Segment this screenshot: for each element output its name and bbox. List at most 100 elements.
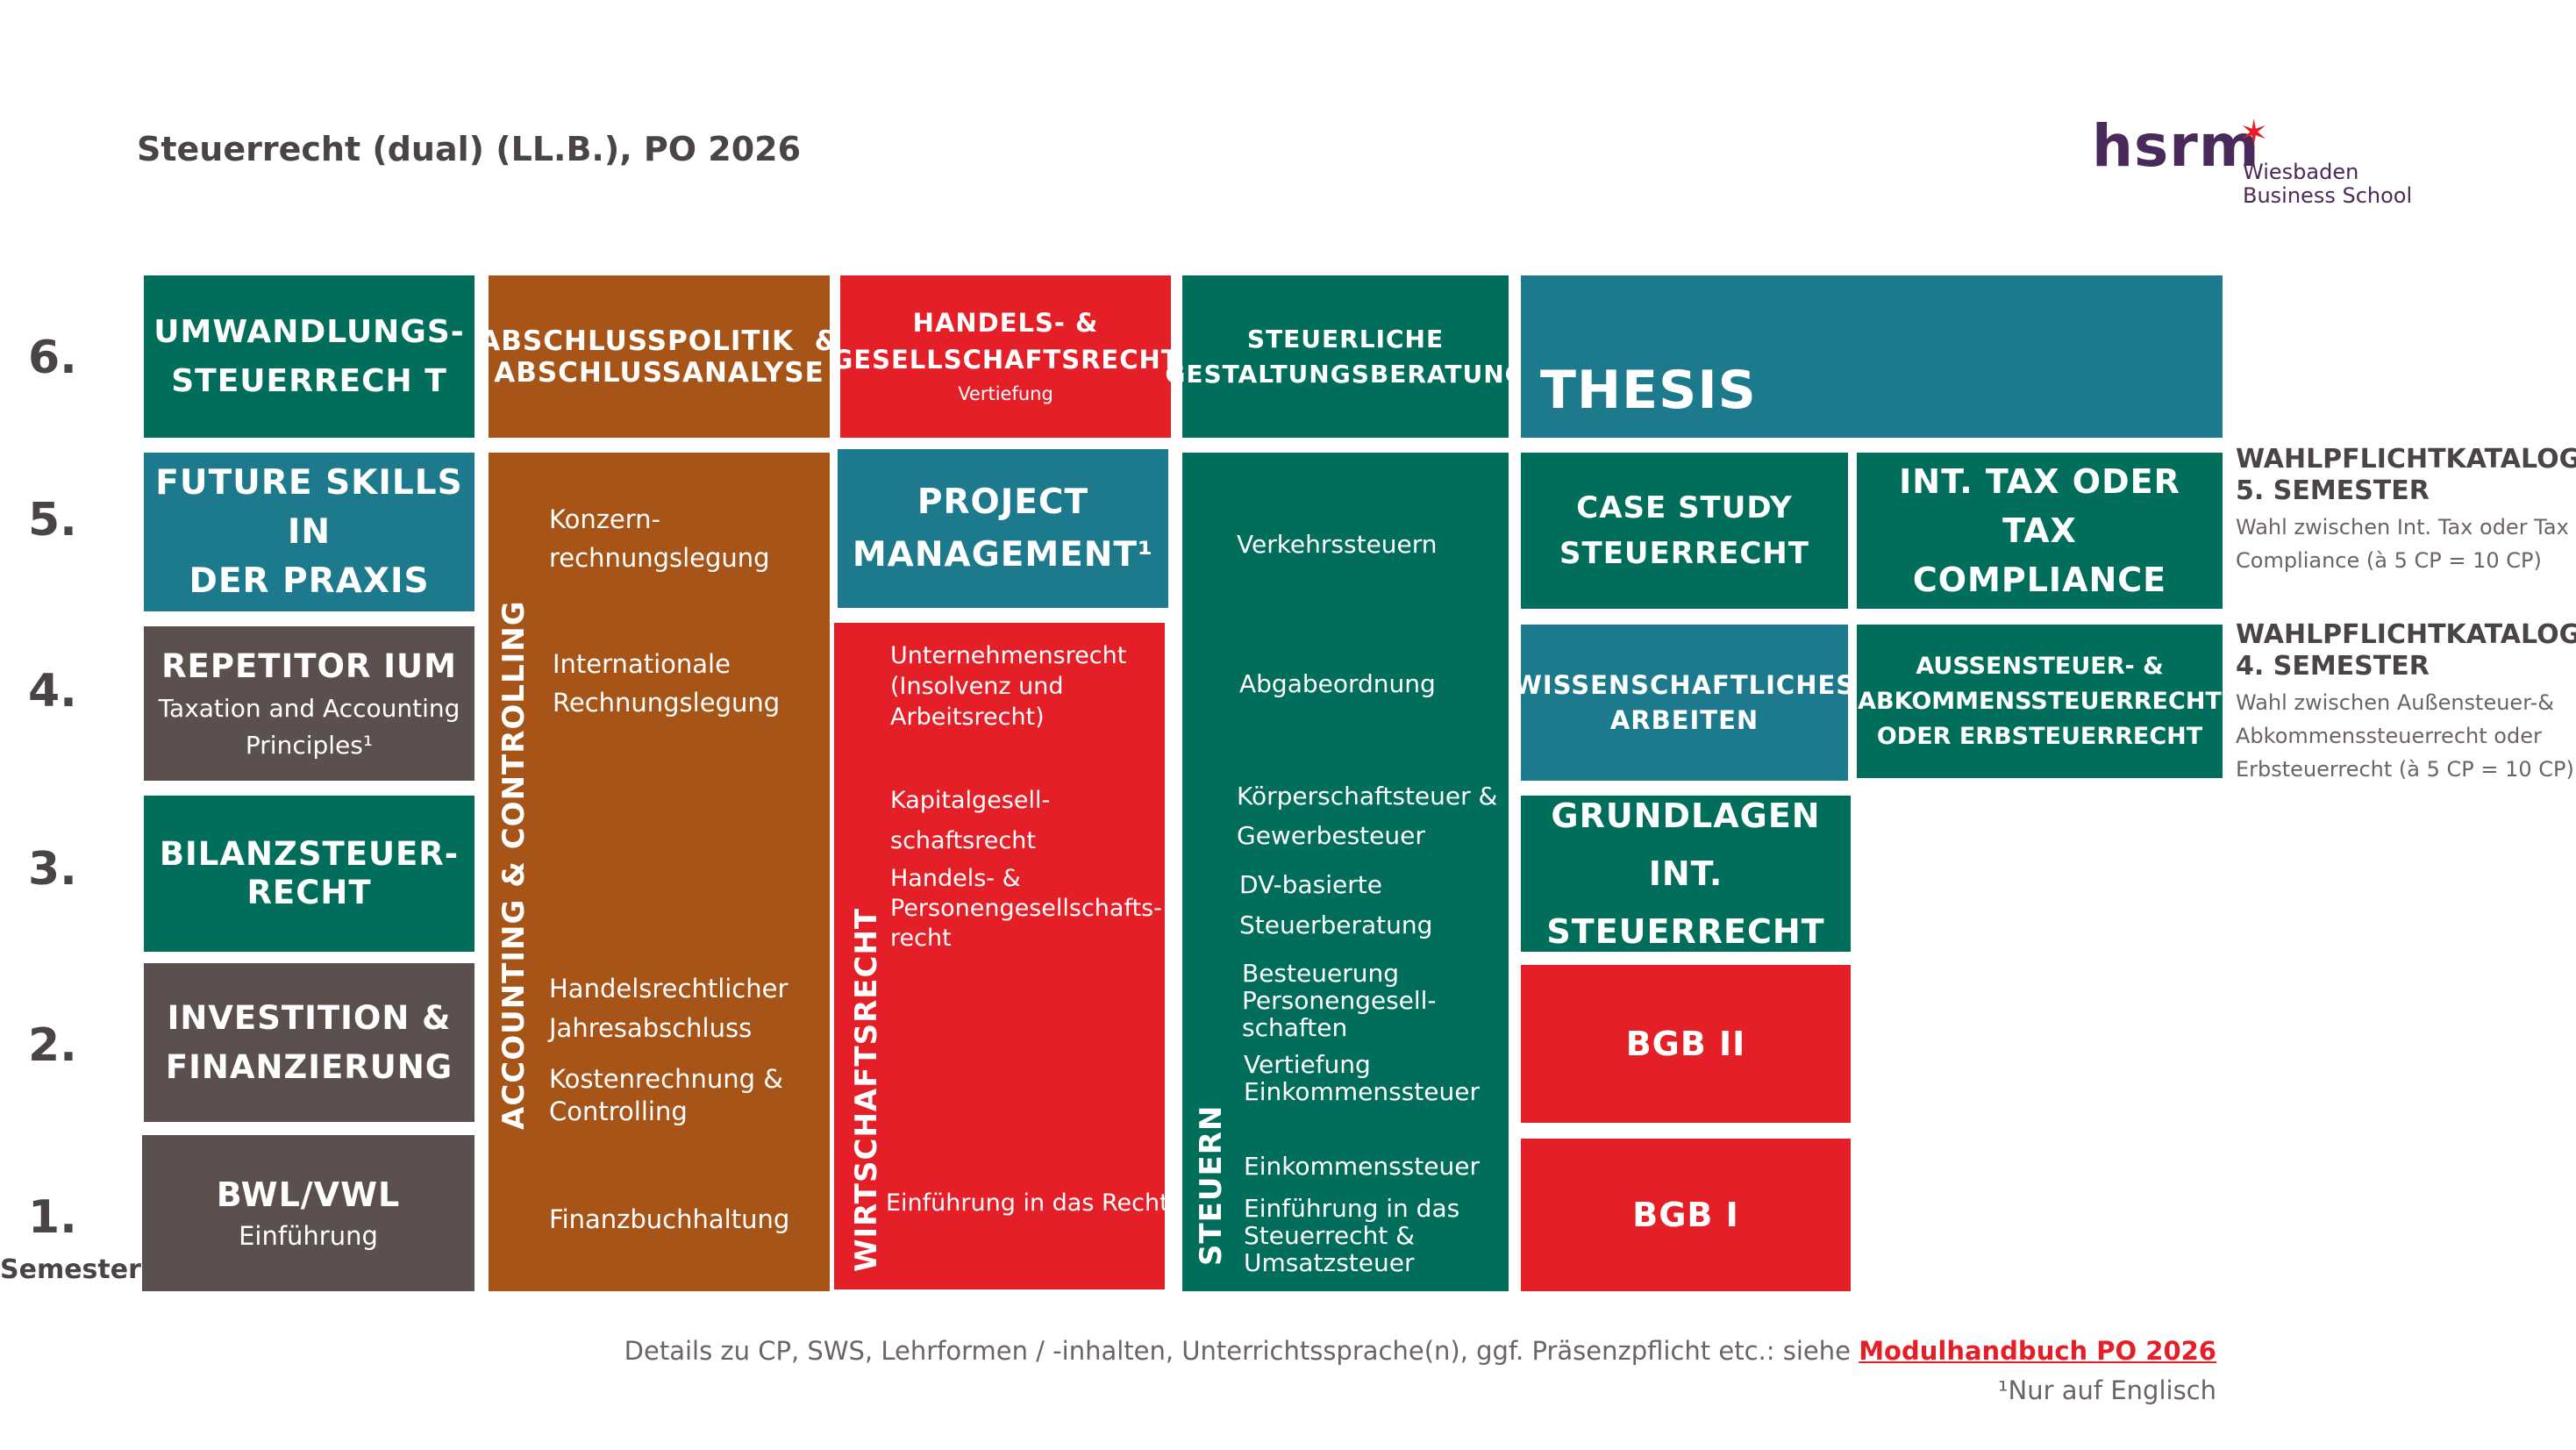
thesis-title: THESIS [1540,360,1757,421]
course-line: Rechnungslegung [553,688,781,718]
modulhandbuch-link[interactable]: Modulhandbuch PO 2026 [1859,1336,2216,1366]
course-line: Konzern- [549,504,661,534]
course-line: Unternehmensrecht [890,642,1127,669]
page-title: Steuerrecht (dual) (LL.B.), PO 2026 [137,130,802,168]
course-dv-steuerberatung: DV-basierte Steuerberatung [1239,865,1432,946]
course-line: Steuerrecht & [1244,1221,1415,1250]
wahlpflicht-4-title: WAHLPFLICHTKATALOGE [2236,619,2576,650]
module-project-management: PROJECT MANAGEMENT¹ [838,449,1168,608]
area-wirtschaftsrecht [834,623,1165,1289]
logo-sub-1: Wiesbaden [2243,160,2359,184]
vertical-label-accounting: ACCOUNTING & CONTROLLING [496,600,532,1130]
course-line: Gewerbesteuer [1237,821,1425,850]
module-subtitle: Principles¹ [245,731,374,760]
semester-1: 1. [28,1191,77,1244]
hsrm-logo: hsrm ✶ Wiesbaden Business School [2092,112,2425,209]
wahlpflicht-5-title: WAHLPFLICHTKATALOGE [2236,444,2576,475]
module-title: COMPLIANCE [1912,561,2167,599]
wahlpflicht-4-text: Erbsteuerrecht (à 5 CP = 10 CP) [2236,757,2574,782]
course-unternehmensrecht: Unternehmensrecht (Insolvenz und Arbeits… [890,640,1126,732]
module-title: RECHT [246,874,372,911]
module-handels-gesellschaftsrecht: HANDELS- & GESELLSCHAFTSRECHT Vertiefung [831,275,1179,438]
footer-details-text: Details zu CP, SWS, Lehrformen / -inhalt… [624,1336,1851,1366]
module-title: DER PRAXIS [189,561,430,601]
course-einfuehrung-recht: Einführung in das Recht [886,1189,1169,1217]
course-line: Kapitalgesell- [890,787,1051,814]
course-line: Körperschaftsteuer & [1237,782,1498,811]
course-line: Kostenrechnung & [549,1064,783,1094]
module-title: GRUNDLAGEN INT. [1551,796,1821,893]
course-line: Internationale [553,649,731,679]
module-bgb-2: BGB II [1521,965,1851,1123]
area-accounting-controlling [489,453,830,1291]
wahlpflicht-5-title: 5. SEMESTER [2236,475,2430,506]
course-einfuehrung-steuerrecht: Einführung in das Steuerrecht & Umsatzst… [1244,1195,1459,1276]
wahlpflicht-5-text: Wahl zwischen Int. Tax oder Tax [2236,515,2569,539]
module-aussensteuerrecht: AUSSENSTEUER- & ABKOMMENSSTEUERRECHT ODE… [1857,625,2223,778]
module-title: STEUERRECHT [1546,912,1825,951]
module-subtitle: Einführung [239,1221,378,1251]
wahlpflicht-5-text: Compliance (à 5 CP = 10 CP) [2236,548,2542,573]
module-title: MANAGEMENT¹ [852,534,1154,575]
wahlpflicht-4-text: Wahl zwischen Außensteuer-& [2236,690,2554,715]
module-bwl-vwl: BWL/VWL Einführung [142,1135,475,1291]
course-line: Personengesellschafts- [890,895,1162,922]
module-wissenschaftliches-arbeiten: WISSENSCHAFTLICHES ARBEITEN [1514,625,1854,781]
module-bilanzsteuerrecht: BILANZSTEUER- RECHT [144,796,475,952]
course-vertiefung-einkommenssteuer: Vertiefung Einkommenssteuer [1244,1051,1480,1105]
module-title: REPETITOR IUM [161,647,457,685]
module-title: ARBEITEN [1609,705,1759,735]
module-umwandlungssteuerrecht: UMWANDLUNGS- STEUERRECH T [144,275,475,438]
course-line: Besteuerung [1242,959,1399,988]
course-besteuerung-personengesellschaften: Besteuerung Personengesell- schaften [1242,960,1437,1041]
module-title: BGB II [1625,1025,1746,1063]
module-case-study: CASE STUDY STEUERRECHT [1521,453,1848,609]
module-abschlusspolitik: ABSCHLUSSPOLITIK & ABSCHLUSSANALYSE [479,275,838,438]
semester-6: 6. [28,332,77,384]
course-konzernrechnungslegung: Konzern- rechnungslegung [549,500,770,577]
vertical-label-steuern: STEUERN [1194,1104,1229,1266]
footer-note: ¹Nur auf Englisch [1997,1375,2216,1405]
course-line: Handels- & [890,865,1021,892]
module-title: FUTURE SKILLS IN [155,462,463,552]
course-kapitalgesellschaftsrecht: Kapitalgesell- schaftsrecht [890,781,1050,861]
module-grundlagen-int-steuerrecht: GRUNDLAGEN INT. STEUERRECHT [1521,796,1851,952]
module-title: STEUERLICHE [1246,324,1445,354]
semester-label: Semester [0,1254,141,1285]
module-title: ABSCHLUSSANALYSE [494,356,824,389]
course-line: rechnungslegung [549,543,770,573]
module-title: HANDELS- & [912,307,1099,338]
module-title: PROJECT [917,482,1089,522]
module-steuerliche-gestaltungsberatung: STEUERLICHE GESTALTUNGSBERATUNG [1165,275,1525,438]
module-investition-finanzierung: INVESTITION & FINANZIERUNG [144,963,475,1122]
course-koerperschaftsteuer: Körperschaftsteuer & Gewerbesteuer [1237,776,1497,855]
module-repetitorium: REPETITOR IUM Taxation and Accounting Pr… [144,626,475,781]
course-line: Steuerberatung [1239,911,1433,939]
module-title: CASE STUDY [1576,490,1793,525]
module-title: WISSENSCHAFTLICHES [1513,670,1856,700]
course-line: Einführung in das [1244,1194,1460,1223]
module-title: AUSSENSTEUER- & [1916,652,2164,680]
vertical-label-wirtschaftsrecht: WIRTSCHAFTSRECHT [849,907,884,1272]
module-title: FINANZIERUNG [165,1047,453,1086]
module-title: STEUERRECH T [171,362,447,399]
course-einkommenssteuer: Einkommenssteuer [1244,1152,1480,1181]
course-line: schaftsrecht [890,827,1036,854]
course-line: schaften [1242,1013,1348,1042]
semester-4: 4. [28,665,77,718]
module-int-tax-compliance: INT. TAX ODER TAX COMPLIANCE [1857,453,2223,609]
footer-details: Details zu CP, SWS, Lehrformen / -inhalt… [624,1336,2216,1366]
module-title: GESTALTUNGSBERATUNG [1165,359,1526,389]
area-steuern [1182,453,1509,1291]
course-line: Controlling [549,1096,688,1126]
module-bgb-1: BGB I [1521,1139,1851,1291]
module-title: STEUERRECHT [1559,536,1809,571]
course-line: Arbeitsrecht) [890,704,1045,731]
wahlpflicht-4: WAHLPFLICHTKATALOGE 4. SEMESTER Wahl zwi… [2236,619,2576,786]
course-finanzbuchhaltung: Finanzbuchhaltung [549,1204,790,1234]
course-kostenrechnung: Kostenrechnung & Controlling [549,1063,783,1128]
module-title: BWL/VWL [216,1175,401,1214]
course-line: (Insolvenz und [890,673,1064,700]
wahlpflicht-4-text: Abkommenssteuerrecht oder [2236,724,2542,748]
course-line: DV-basierte [1239,870,1382,899]
